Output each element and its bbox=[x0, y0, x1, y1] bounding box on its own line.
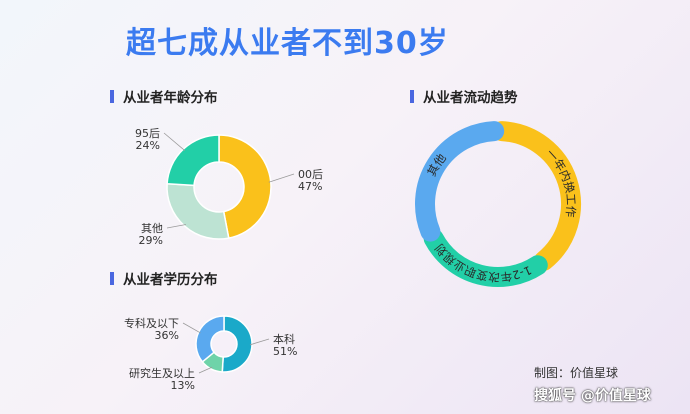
age-slice-2 bbox=[166, 134, 220, 187]
edu-label-1-0: 研究生及以上 bbox=[129, 366, 195, 380]
edu-label-0-1: 51% bbox=[273, 345, 297, 358]
age-label-2-1: 24% bbox=[136, 139, 160, 152]
flow-arc-0 bbox=[491, 121, 581, 271]
age-leader-2 bbox=[163, 132, 186, 151]
flow-label-text-1: 1-2年改变职业规划 bbox=[432, 241, 534, 284]
section-title-flow: 从业者流动趋势 bbox=[410, 86, 518, 106]
edu-slice-0 bbox=[221, 315, 253, 373]
section-title-edu-label: 从业者学历分布 bbox=[123, 272, 218, 288]
section-title-edu: 从业者学历分布 bbox=[110, 268, 218, 288]
age-label-1-1: 29% bbox=[139, 234, 163, 247]
flow-arc-2 bbox=[415, 121, 505, 242]
credit-text: 制图：价值星球 bbox=[534, 366, 619, 380]
edu-label-2-1: 36% bbox=[155, 329, 179, 342]
edu-slice-2 bbox=[195, 315, 225, 363]
flow-label-1: 1-2年改变职业规划 bbox=[432, 241, 534, 284]
edu-label-2-0: 专科及以下 bbox=[124, 316, 179, 330]
age-leader-0 bbox=[268, 173, 295, 183]
section-marker bbox=[110, 90, 114, 103]
edu-leader-1 bbox=[198, 366, 213, 374]
age-leader-1 bbox=[166, 224, 187, 229]
age-label-1-0: 其他 bbox=[141, 222, 163, 235]
edu-leader-0 bbox=[249, 338, 270, 346]
age-label-0-1: 47% bbox=[298, 180, 322, 193]
page-title: 超七成从业者不到30岁 bbox=[126, 26, 449, 61]
age-slice-0 bbox=[218, 134, 272, 239]
age-label-2-0: 95后 bbox=[135, 127, 160, 140]
section-marker bbox=[410, 90, 414, 103]
watermark-text: 搜狐号 @价值星球 bbox=[534, 388, 651, 404]
section-marker bbox=[110, 272, 114, 285]
edu-label-0-0: 本科 bbox=[273, 332, 295, 346]
age-label-0-0: 00后 bbox=[298, 168, 323, 181]
section-title-flow-label: 从业者流动趋势 bbox=[423, 90, 518, 106]
age-slice-1 bbox=[166, 182, 230, 240]
section-title-age-label: 从业者年龄分布 bbox=[123, 90, 218, 106]
section-title-age: 从业者年龄分布 bbox=[110, 86, 218, 106]
edu-label-1-1: 13% bbox=[171, 379, 195, 392]
edu-leader-2 bbox=[182, 322, 201, 334]
flow-arc-1 bbox=[423, 228, 548, 287]
